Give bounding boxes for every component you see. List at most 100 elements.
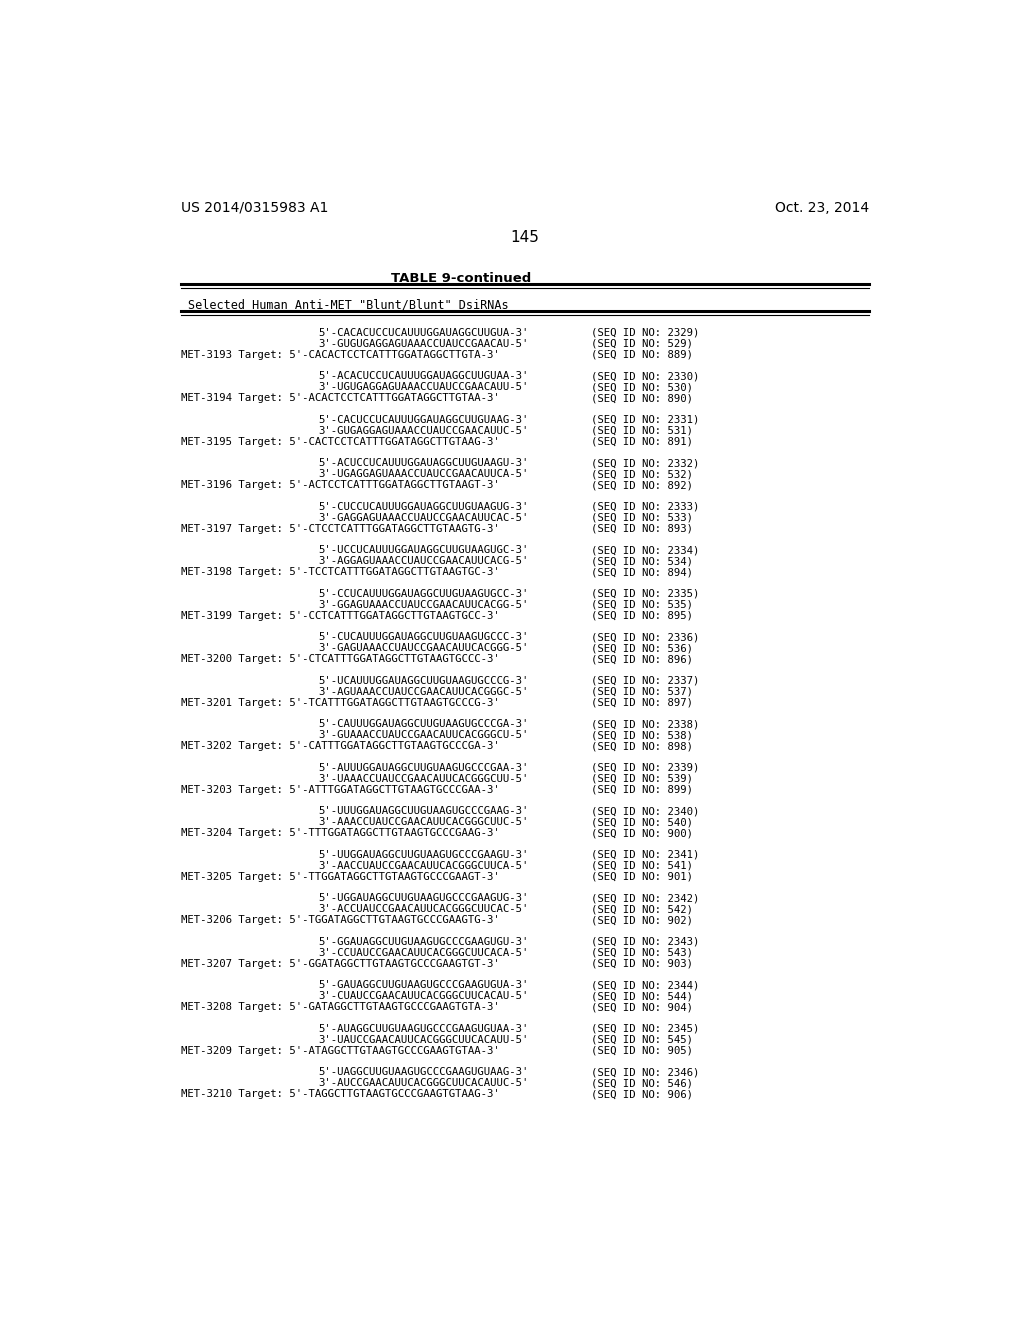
Text: MET-3203 Target: 5'-ATTTGGATAGGCTTGTAAGTGCCCGAA-3': MET-3203 Target: 5'-ATTTGGATAGGCTTGTAAGT… [180, 784, 500, 795]
Text: 5'-AUAGGCUUGUAAGUGCCCGAAGUGUAA-3': 5'-AUAGGCUUGUAAGUGCCCGAAGUGUAA-3' [317, 1024, 528, 1034]
Text: MET-3198 Target: 5'-TCCTCATTTGGATAGGCTTGTAAGTGC-3': MET-3198 Target: 5'-TCCTCATTTGGATAGGCTTG… [180, 568, 500, 577]
Text: (SEQ ID NO: 541): (SEQ ID NO: 541) [592, 861, 693, 871]
Text: (SEQ ID NO: 901): (SEQ ID NO: 901) [592, 871, 693, 882]
Text: 5'-ACACUCCUCAUUUGGAUAGGCUUGUAA-3': 5'-ACACUCCUCAUUUGGAUAGGCUUGUAA-3' [317, 371, 528, 381]
Text: (SEQ ID NO: 2336): (SEQ ID NO: 2336) [592, 632, 699, 643]
Text: (SEQ ID NO: 2333): (SEQ ID NO: 2333) [592, 502, 699, 512]
Text: (SEQ ID NO: 2338): (SEQ ID NO: 2338) [592, 719, 699, 730]
Text: (SEQ ID NO: 900): (SEQ ID NO: 900) [592, 828, 693, 838]
Text: 5'-UGGAUAGGCUUGUAAGUGCCCGAAGUG-3': 5'-UGGAUAGGCUUGUAAGUGCCCGAAGUG-3' [317, 894, 528, 903]
Text: MET-3205 Target: 5'-TTGGATAGGCTTGTAAGTGCCCGAAGT-3': MET-3205 Target: 5'-TTGGATAGGCTTGTAAGTGC… [180, 871, 500, 882]
Text: 5'-CUCCUCAUUUGGAUAGGCUUGUAAGUG-3': 5'-CUCCUCAUUUGGAUAGGCUUGUAAGUG-3' [317, 502, 528, 512]
Text: 3'-GGAGUAAACCUAUCCGAACAUUCACGG-5': 3'-GGAGUAAACCUAUCCGAACAUUCACGG-5' [317, 599, 528, 610]
Text: (SEQ ID NO: 531): (SEQ ID NO: 531) [592, 426, 693, 436]
Text: 5'-UCAUUUGGAUAGGCUUGUAAGUGCCCG-3': 5'-UCAUUUGGAUAGGCUUGUAAGUGCCCG-3' [317, 676, 528, 686]
Text: 3'-GAGGAGUAAACCUAUCCGAACAUUCAC-5': 3'-GAGGAGUAAACCUAUCCGAACAUUCAC-5' [317, 512, 528, 523]
Text: 3'-GUGUGAGGAGUAAACCUAUCCGAACAU-5': 3'-GUGUGAGGAGUAAACCUAUCCGAACAU-5' [317, 339, 528, 348]
Text: (SEQ ID NO: 2340): (SEQ ID NO: 2340) [592, 807, 699, 816]
Text: 5'-CCUCAUUUGGAUAGGCUUGUAAGUGCC-3': 5'-CCUCAUUUGGAUAGGCUUGUAAGUGCC-3' [317, 589, 528, 599]
Text: (SEQ ID NO: 530): (SEQ ID NO: 530) [592, 383, 693, 392]
Text: MET-3193 Target: 5'-CACACTCCTCATTTGGATAGGCTTGTA-3': MET-3193 Target: 5'-CACACTCCTCATTTGGATAG… [180, 350, 500, 359]
Text: (SEQ ID NO: 532): (SEQ ID NO: 532) [592, 469, 693, 479]
Text: (SEQ ID NO: 894): (SEQ ID NO: 894) [592, 568, 693, 577]
Text: 5'-GGAUAGGCUUGUAAGUGCCCGAAGUGU-3': 5'-GGAUAGGCUUGUAAGUGCCCGAAGUGU-3' [317, 937, 528, 946]
Text: 3'-GUGAGGAGUAAACCUAUCCGAACAUUC-5': 3'-GUGAGGAGUAAACCUAUCCGAACAUUC-5' [317, 426, 528, 436]
Text: 3'-AACCUAUCCGAACAUUCACGGGCUUCA-5': 3'-AACCUAUCCGAACAUUCACGGGCUUCA-5' [317, 861, 528, 871]
Text: 3'-AAACCUAUCCGAACAUUCACGGGCUUC-5': 3'-AAACCUAUCCGAACAUUCACGGGCUUC-5' [317, 817, 528, 828]
Text: MET-3200 Target: 5'-CTCATTTGGATAGGCTTGTAAGTGCCC-3': MET-3200 Target: 5'-CTCATTTGGATAGGCTTGTA… [180, 655, 500, 664]
Text: (SEQ ID NO: 536): (SEQ ID NO: 536) [592, 643, 693, 653]
Text: TABLE 9-continued: TABLE 9-continued [391, 272, 531, 285]
Text: MET-3196 Target: 5'-ACTCCTCATTTGGATAGGCTTGTAAGT-3': MET-3196 Target: 5'-ACTCCTCATTTGGATAGGCT… [180, 480, 500, 490]
Text: MET-3194 Target: 5'-ACACTCCTCATTTGGATAGGCTTGTAA-3': MET-3194 Target: 5'-ACACTCCTCATTTGGATAGG… [180, 393, 500, 403]
Text: MET-3207 Target: 5'-GGATAGGCTTGTAAGTGCCCGAAGTGT-3': MET-3207 Target: 5'-GGATAGGCTTGTAAGTGCCC… [180, 958, 500, 969]
Text: 3'-UGUGAGGAGUAAACCUAUCCGAACAUU-5': 3'-UGUGAGGAGUAAACCUAUCCGAACAUU-5' [317, 383, 528, 392]
Text: (SEQ ID NO: 535): (SEQ ID NO: 535) [592, 599, 693, 610]
Text: (SEQ ID NO: 2337): (SEQ ID NO: 2337) [592, 676, 699, 686]
Text: MET-3202 Target: 5'-CATTTGGATAGGCTTGTAAGTGCCCGA-3': MET-3202 Target: 5'-CATTTGGATAGGCTTGTAAG… [180, 742, 500, 751]
Text: (SEQ ID NO: 2344): (SEQ ID NO: 2344) [592, 981, 699, 990]
Text: (SEQ ID NO: 893): (SEQ ID NO: 893) [592, 524, 693, 533]
Text: (SEQ ID NO: 2345): (SEQ ID NO: 2345) [592, 1024, 699, 1034]
Text: 5'-AUUUGGAUAGGCUUGUAAGUGCCCGAA-3': 5'-AUUUGGAUAGGCUUGUAAGUGCCCGAA-3' [317, 763, 528, 772]
Text: (SEQ ID NO: 898): (SEQ ID NO: 898) [592, 742, 693, 751]
Text: (SEQ ID NO: 2331): (SEQ ID NO: 2331) [592, 414, 699, 425]
Text: 5'-UAGGCUUGUAAGUGCCCGAAGUGUAAG-3': 5'-UAGGCUUGUAAGUGCCCGAAGUGUAAG-3' [317, 1068, 528, 1077]
Text: (SEQ ID NO: 539): (SEQ ID NO: 539) [592, 774, 693, 784]
Text: 5'-UCCUCAUUUGGAUAGGCUUGUAAGUGC-3': 5'-UCCUCAUUUGGAUAGGCUUGUAAGUGC-3' [317, 545, 528, 556]
Text: (SEQ ID NO: 544): (SEQ ID NO: 544) [592, 991, 693, 1002]
Text: (SEQ ID NO: 546): (SEQ ID NO: 546) [592, 1078, 693, 1088]
Text: (SEQ ID NO: 889): (SEQ ID NO: 889) [592, 350, 693, 359]
Text: (SEQ ID NO: 543): (SEQ ID NO: 543) [592, 948, 693, 958]
Text: (SEQ ID NO: 902): (SEQ ID NO: 902) [592, 915, 693, 925]
Text: MET-3206 Target: 5'-TGGATAGGCTTGTAAGTGCCCGAAGTG-3': MET-3206 Target: 5'-TGGATAGGCTTGTAAGTGCC… [180, 915, 500, 925]
Text: 3'-UGAGGAGUAAACCUAUCCGAACAUUCA-5': 3'-UGAGGAGUAAACCUAUCCGAACAUUCA-5' [317, 469, 528, 479]
Text: (SEQ ID NO: 903): (SEQ ID NO: 903) [592, 958, 693, 969]
Text: (SEQ ID NO: 2341): (SEQ ID NO: 2341) [592, 850, 699, 859]
Text: (SEQ ID NO: 897): (SEQ ID NO: 897) [592, 698, 693, 708]
Text: (SEQ ID NO: 2346): (SEQ ID NO: 2346) [592, 1068, 699, 1077]
Text: MET-3195 Target: 5'-CACTCCTCATTTGGATAGGCTTGTAAG-3': MET-3195 Target: 5'-CACTCCTCATTTGGATAGGC… [180, 437, 500, 446]
Text: (SEQ ID NO: 2343): (SEQ ID NO: 2343) [592, 937, 699, 946]
Text: (SEQ ID NO: 538): (SEQ ID NO: 538) [592, 730, 693, 741]
Text: MET-3199 Target: 5'-CCTCATTTGGATAGGCTTGTAAGTGCC-3': MET-3199 Target: 5'-CCTCATTTGGATAGGCTTGT… [180, 611, 500, 620]
Text: MET-3208 Target: 5'-GATAGGCTTGTAAGTGCCCGAAGTGTA-3': MET-3208 Target: 5'-GATAGGCTTGTAAGTGCCCG… [180, 1002, 500, 1012]
Text: 5'-CUCAUUUGGAUAGGCUUGUAAGUGCCC-3': 5'-CUCAUUUGGAUAGGCUUGUAAGUGCCC-3' [317, 632, 528, 643]
Text: (SEQ ID NO: 2332): (SEQ ID NO: 2332) [592, 458, 699, 469]
Text: (SEQ ID NO: 2342): (SEQ ID NO: 2342) [592, 894, 699, 903]
Text: (SEQ ID NO: 529): (SEQ ID NO: 529) [592, 339, 693, 348]
Text: US 2014/0315983 A1: US 2014/0315983 A1 [180, 201, 328, 215]
Text: (SEQ ID NO: 891): (SEQ ID NO: 891) [592, 437, 693, 446]
Text: MET-3210 Target: 5'-TAGGCTTGTAAGTGCCCGAAGTGTAAG-3': MET-3210 Target: 5'-TAGGCTTGTAAGTGCCCGAA… [180, 1089, 500, 1100]
Text: 3'-AGGAGUAAACCUAUCCGAACAUUCACG-5': 3'-AGGAGUAAACCUAUCCGAACAUUCACG-5' [317, 556, 528, 566]
Text: MET-3201 Target: 5'-TCATTTGGATAGGCTTGTAAGTGCCCG-3': MET-3201 Target: 5'-TCATTTGGATAGGCTTGTAA… [180, 698, 500, 708]
Text: (SEQ ID NO: 890): (SEQ ID NO: 890) [592, 393, 693, 403]
Text: 5'-GAUAGGCUUGUAAGUGCCCGAAGUGUA-3': 5'-GAUAGGCUUGUAAGUGCCCGAAGUGUA-3' [317, 981, 528, 990]
Text: 3'-AGUAAACCUAUCCGAACAUUCACGGGC-5': 3'-AGUAAACCUAUCCGAACAUUCACGGGC-5' [317, 686, 528, 697]
Text: MET-3204 Target: 5'-TTTGGATAGGCTTGTAAGTGCCCGAAG-3': MET-3204 Target: 5'-TTTGGATAGGCTTGTAAGTG… [180, 828, 500, 838]
Text: 3'-GAGUAAACCUAUCCGAACAUUCACGGG-5': 3'-GAGUAAACCUAUCCGAACAUUCACGGG-5' [317, 643, 528, 653]
Text: (SEQ ID NO: 537): (SEQ ID NO: 537) [592, 686, 693, 697]
Text: Selected Human Anti-MET "Blunt/Blunt" DsiRNAs: Selected Human Anti-MET "Blunt/Blunt" Ds… [188, 298, 509, 312]
Text: Oct. 23, 2014: Oct. 23, 2014 [775, 201, 869, 215]
Text: (SEQ ID NO: 540): (SEQ ID NO: 540) [592, 817, 693, 828]
Text: 3'-AUCCGAACAUUCACGGGCUUCACAUUC-5': 3'-AUCCGAACAUUCACGGGCUUCACAUUC-5' [317, 1078, 528, 1088]
Text: (SEQ ID NO: 905): (SEQ ID NO: 905) [592, 1045, 693, 1056]
Text: 3'-CUAUCCGAACAUUCACGGGCUUCACAU-5': 3'-CUAUCCGAACAUUCACGGGCUUCACAU-5' [317, 991, 528, 1002]
Text: 5'-UUUGGAUAGGCUUGUAAGUGCCCGAAG-3': 5'-UUUGGAUAGGCUUGUAAGUGCCCGAAG-3' [317, 807, 528, 816]
Text: (SEQ ID NO: 2339): (SEQ ID NO: 2339) [592, 763, 699, 772]
Text: 5'-CACUCCUCAUUUGGAUAGGCUUGUAAG-3': 5'-CACUCCUCAUUUGGAUAGGCUUGUAAG-3' [317, 414, 528, 425]
Text: (SEQ ID NO: 896): (SEQ ID NO: 896) [592, 655, 693, 664]
Text: (SEQ ID NO: 895): (SEQ ID NO: 895) [592, 611, 693, 620]
Text: (SEQ ID NO: 542): (SEQ ID NO: 542) [592, 904, 693, 915]
Text: 3'-CCUAUCCGAACAUUCACGGGCUUCACA-5': 3'-CCUAUCCGAACAUUCACGGGCUUCACA-5' [317, 948, 528, 958]
Text: (SEQ ID NO: 545): (SEQ ID NO: 545) [592, 1035, 693, 1045]
Text: MET-3197 Target: 5'-CTCCTCATTTGGATAGGCTTGTAAGTG-3': MET-3197 Target: 5'-CTCCTCATTTGGATAGGCTT… [180, 524, 500, 533]
Text: (SEQ ID NO: 2335): (SEQ ID NO: 2335) [592, 589, 699, 599]
Text: (SEQ ID NO: 2334): (SEQ ID NO: 2334) [592, 545, 699, 556]
Text: 5'-ACUCCUCAUUUGGAUAGGCUUGUAAGU-3': 5'-ACUCCUCAUUUGGAUAGGCUUGUAAGU-3' [317, 458, 528, 469]
Text: (SEQ ID NO: 533): (SEQ ID NO: 533) [592, 512, 693, 523]
Text: MET-3209 Target: 5'-ATAGGCTTGTAAGTGCCCGAAGTGTAA-3': MET-3209 Target: 5'-ATAGGCTTGTAAGTGCCCGA… [180, 1045, 500, 1056]
Text: (SEQ ID NO: 534): (SEQ ID NO: 534) [592, 556, 693, 566]
Text: 3'-ACCUAUCCGAACAUUCACGGGCUUCAC-5': 3'-ACCUAUCCGAACAUUCACGGGCUUCAC-5' [317, 904, 528, 915]
